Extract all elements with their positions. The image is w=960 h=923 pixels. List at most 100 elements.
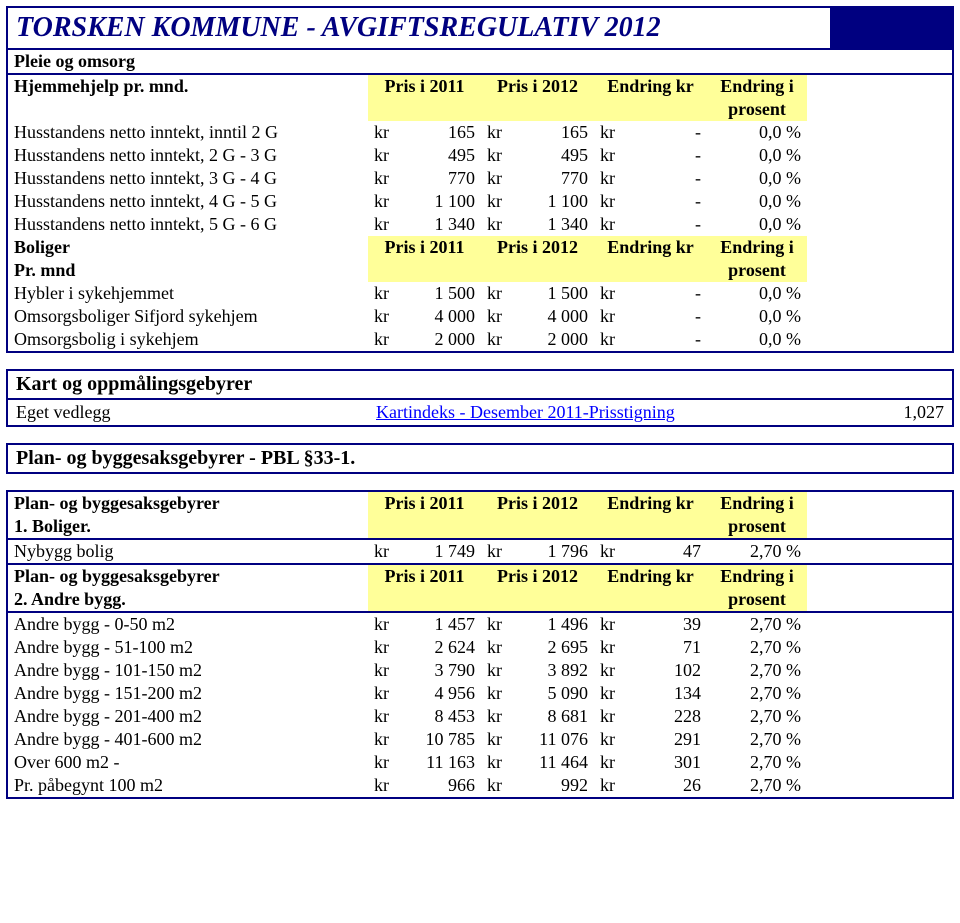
cell-endr-kr: kr- xyxy=(594,190,707,213)
cell-2012: kr1 100 xyxy=(481,190,594,213)
row-label: Andre bygg - 201-400 m2 xyxy=(8,705,368,728)
subheader: Hjemmehjelp pr. mnd. xyxy=(8,75,368,98)
cell-endr-kr: kr301 xyxy=(594,751,707,774)
cell-2012: kr2 000 xyxy=(481,328,594,351)
cell-2012: kr992 xyxy=(481,774,594,797)
cell-pct: 0,0 % xyxy=(707,213,807,236)
cell-2011: kr770 xyxy=(368,167,481,190)
row-label: Hybler i sykehjemmet xyxy=(8,282,368,305)
row-label: Andre bygg - 51-100 m2 xyxy=(8,636,368,659)
cell-2012: kr1 796 xyxy=(481,540,594,563)
cell-pct: 2,70 % xyxy=(707,774,807,797)
plan2-header-row1: Plan- og byggesaksgebyrer Pris i 2011 Pr… xyxy=(8,563,952,588)
cell-2011: kr4 956 xyxy=(368,682,481,705)
cell-2011: kr11 163 xyxy=(368,751,481,774)
plan-table: Plan- og byggesaksgebyrer Pris i 2011 Pr… xyxy=(6,490,954,799)
col-endring-pct1: Endring i xyxy=(707,75,807,98)
table-row: Pr. påbegynt 100 m2kr966kr992kr262,70 % xyxy=(8,774,952,797)
cell-2011: kr8 453 xyxy=(368,705,481,728)
cell-2011: kr10 785 xyxy=(368,728,481,751)
cell-pct: 0,0 % xyxy=(707,121,807,144)
row-label: Andre bygg - 101-150 m2 xyxy=(8,659,368,682)
col-endring-kr: Endring kr xyxy=(594,75,707,98)
page-title: TORSKEN KOMMUNE - AVGIFTSREGULATIV 2012 xyxy=(8,8,832,50)
title-row: TORSKEN KOMMUNE - AVGIFTSREGULATIV 2012 xyxy=(8,8,952,50)
table-row: Omsorgsbolig i sykehjemkr2 000kr2 000kr-… xyxy=(8,328,952,351)
kart-box: Kart og oppmålingsgebyrer Eget vedlegg K… xyxy=(6,369,954,427)
cell-pct: 0,0 % xyxy=(707,167,807,190)
plan2-hdr1: Plan- og byggesaksgebyrer xyxy=(8,565,368,588)
cell-endr-kr: kr134 xyxy=(594,682,707,705)
section-header: Pleie og omsorg xyxy=(8,50,368,73)
cell-2011: kr1 749 xyxy=(368,540,481,563)
cell-endr-kr: kr291 xyxy=(594,728,707,751)
row-label: Andre bygg - 401-600 m2 xyxy=(8,728,368,751)
row-label: Over 600 m2 - xyxy=(8,751,368,774)
cell-pct: 2,70 % xyxy=(707,540,807,563)
cell-endr-kr: kr- xyxy=(594,328,707,351)
table-row: Andre bygg - 401-600 m2kr10 785kr11 076k… xyxy=(8,728,952,751)
plan-header: Plan- og byggesaksgebyrer - PBL §33-1. xyxy=(8,445,952,472)
table-row: Andre bygg - 0-50 m2kr1 457kr1 496kr392,… xyxy=(8,613,952,636)
plan2-header-row2: 2. Andre bygg. prosent xyxy=(8,588,952,613)
table-row: Husstandens netto inntekt, inntil 2 Gkr1… xyxy=(8,121,952,144)
table-row: Andre bygg - 151-200 m2kr4 956kr5 090kr1… xyxy=(8,682,952,705)
cell-2012: kr11 464 xyxy=(481,751,594,774)
table-row: Andre bygg - 51-100 m2kr2 624kr2 695kr71… xyxy=(8,636,952,659)
table-row: Husstandens netto inntekt, 4 G - 5 Gkr1 … xyxy=(8,190,952,213)
table-row: Husstandens netto inntekt, 3 G - 4 Gkr77… xyxy=(8,167,952,190)
boliger-rows: Hybler i sykehjemmetkr1 500kr1 500kr-0,0… xyxy=(8,282,952,351)
cell-pct: 2,70 % xyxy=(707,613,807,636)
row-label: Husstandens netto inntekt, 3 G - 4 G xyxy=(8,167,368,190)
cell-2012: kr1 340 xyxy=(481,213,594,236)
plan1-hdr1: Plan- og byggesaksgebyrer xyxy=(8,492,368,515)
cell-pct: 0,0 % xyxy=(707,190,807,213)
boliger-header-row2: Pr. mnd prosent xyxy=(8,259,952,282)
cell-2011: kr2 000 xyxy=(368,328,481,351)
cell-2011: kr165 xyxy=(368,121,481,144)
cell-2012: kr11 076 xyxy=(481,728,594,751)
cell-2011: kr1 500 xyxy=(368,282,481,305)
section-header-row: Pleie og omsorg xyxy=(8,50,952,75)
cell-endr-kr: kr39 xyxy=(594,613,707,636)
table-row: Husstandens netto inntekt, 5 G - 6 Gkr1 … xyxy=(8,213,952,236)
cell-2011: kr3 790 xyxy=(368,659,481,682)
plan1-header-row2: 1. Boliger. prosent xyxy=(8,515,952,540)
row-label: Nybygg bolig xyxy=(8,540,368,563)
cell-2012: kr5 090 xyxy=(481,682,594,705)
cell-endr-kr: kr102 xyxy=(594,659,707,682)
cell-2012: kr1 500 xyxy=(481,282,594,305)
table-row: Over 600 m2 -kr11 163kr11 464kr3012,70 % xyxy=(8,751,952,774)
row-label: Omsorgsboliger Sifjord sykehjem xyxy=(8,305,368,328)
kart-link[interactable]: Kartindeks - Desember 2011-Prisstigning xyxy=(376,402,844,423)
cell-endr-kr: kr71 xyxy=(594,636,707,659)
cell-2012: kr2 695 xyxy=(481,636,594,659)
cell-2011: kr1 100 xyxy=(368,190,481,213)
row-label: Andre bygg - 151-200 m2 xyxy=(8,682,368,705)
plan1-hdr2: 1. Boliger. xyxy=(8,515,368,538)
table-row: Nybygg boligkr1 749kr1 796kr472,70 % xyxy=(8,540,952,563)
table-row: Omsorgsboliger Sifjord sykehjemkr4 000kr… xyxy=(8,305,952,328)
plan2-rows: Andre bygg - 0-50 m2kr1 457kr1 496kr392,… xyxy=(8,613,952,797)
cell-pct: 0,0 % xyxy=(707,328,807,351)
table-row: Andre bygg - 101-150 m2kr3 790kr3 892kr1… xyxy=(8,659,952,682)
plan-header-box: Plan- og byggesaksgebyrer - PBL §33-1. xyxy=(6,443,954,474)
boliger-hdr1: Boliger xyxy=(8,236,368,259)
cell-endr-kr: kr- xyxy=(594,282,707,305)
boliger-hdr2: Pr. mnd xyxy=(8,259,368,282)
kart-label: Eget vedlegg xyxy=(16,402,376,423)
cell-endr-kr: kr- xyxy=(594,213,707,236)
col-pris2012: Pris i 2012 xyxy=(481,75,594,98)
kart-value: 1,027 xyxy=(844,402,944,423)
cell-pct: 2,70 % xyxy=(707,682,807,705)
cell-endr-kr: kr228 xyxy=(594,705,707,728)
cell-2012: kr8 681 xyxy=(481,705,594,728)
boliger-header-row1: Boliger Pris i 2011 Pris i 2012 Endring … xyxy=(8,236,952,259)
table-row: Andre bygg - 201-400 m2kr8 453kr8 681kr2… xyxy=(8,705,952,728)
row-label: Husstandens netto inntekt, inntil 2 G xyxy=(8,121,368,144)
row-label: Husstandens netto inntekt, 2 G - 3 G xyxy=(8,144,368,167)
row-label: Husstandens netto inntekt, 4 G - 5 G xyxy=(8,190,368,213)
cell-2012: kr3 892 xyxy=(481,659,594,682)
cell-endr-kr: kr47 xyxy=(594,540,707,563)
main-table: TORSKEN KOMMUNE - AVGIFTSREGULATIV 2012 … xyxy=(6,6,954,353)
